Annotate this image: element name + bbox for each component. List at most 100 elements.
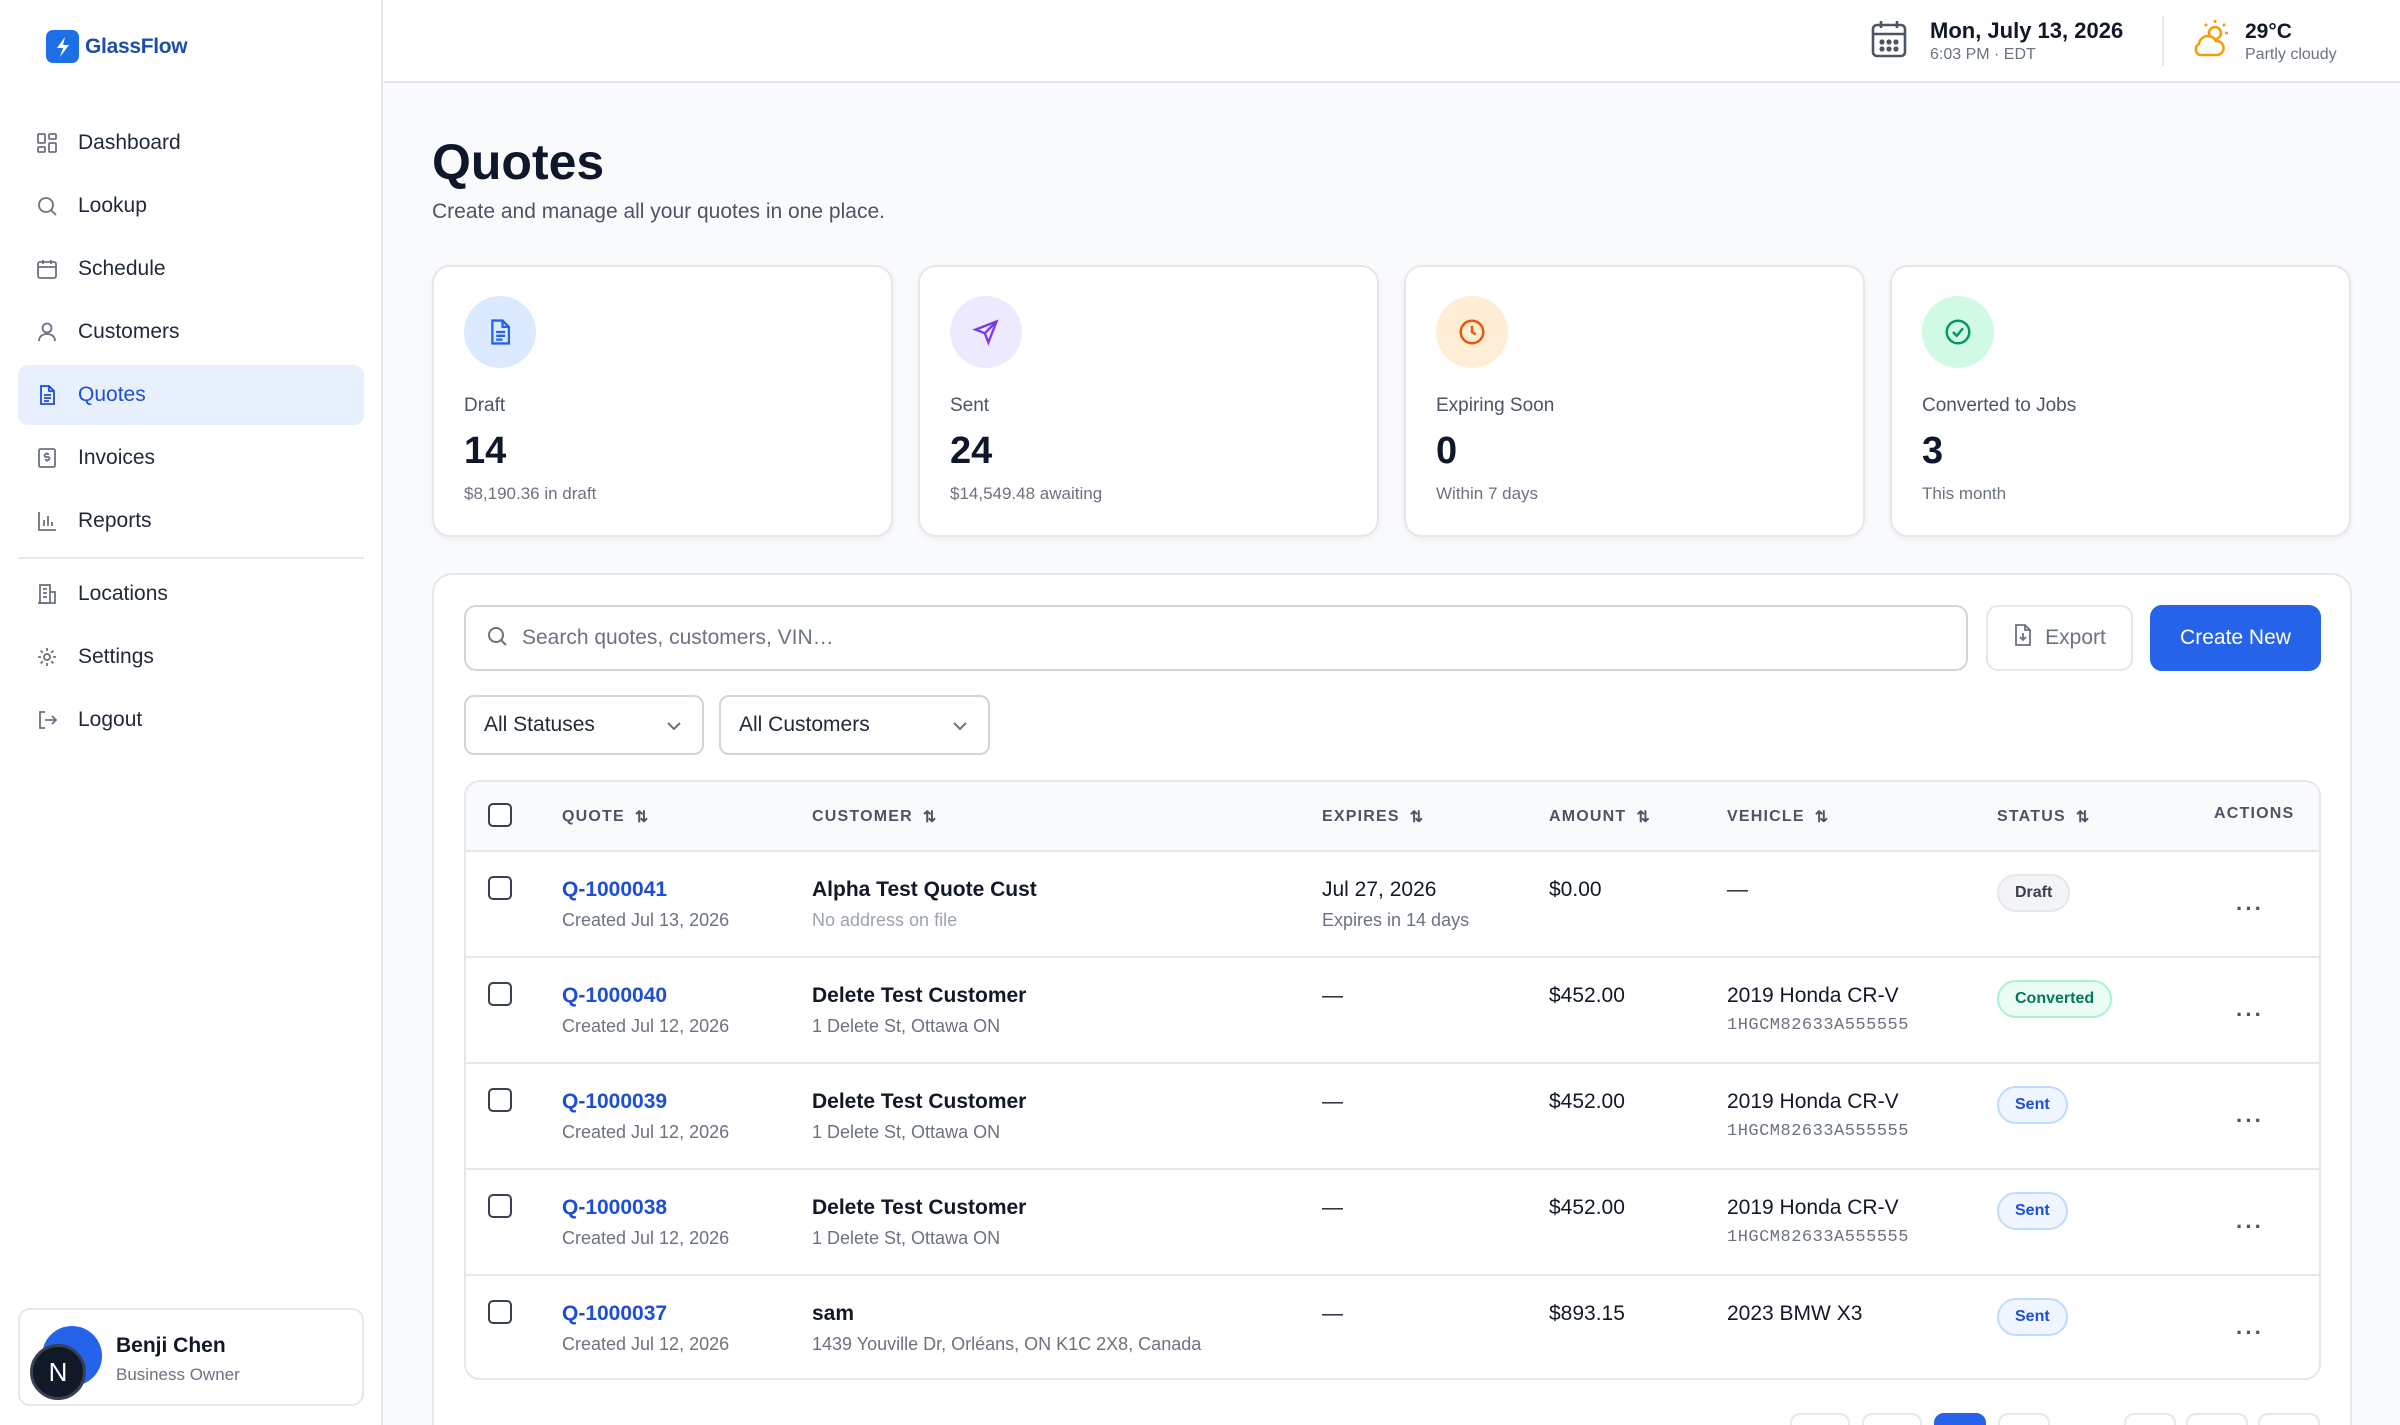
vehicle: —: [1727, 878, 1748, 901]
pagination-next-button[interactable]: [2258, 1413, 2320, 1425]
row-checkbox[interactable]: [488, 1300, 512, 1324]
stat-card-converted[interactable]: Converted to Jobs 3 This month: [1890, 265, 2351, 537]
select-all-checkbox[interactable]: [488, 803, 512, 827]
stat-label: Converted to Jobs: [1922, 395, 2077, 416]
check-circle-icon: [1922, 296, 1994, 368]
quote-id-link[interactable]: Q-1000037: [562, 1302, 668, 1325]
stat-card-draft[interactable]: Draft 14 $8,190.36 in draft: [432, 265, 893, 537]
pagination-page-button[interactable]: [2186, 1413, 2248, 1425]
quote-id-link[interactable]: Q-1000041: [562, 878, 668, 901]
pagination-page-button[interactable]: [1998, 1413, 2050, 1425]
sort-icon: ⇅: [1409, 809, 1425, 826]
row-actions-menu[interactable]: ···: [2236, 1320, 2264, 1345]
pagination-page-button[interactable]: [1862, 1413, 1922, 1425]
sidebar-item-logout[interactable]: Logout: [18, 690, 364, 750]
quote-created: Created Jul 12, 2026: [562, 1122, 730, 1142]
column-header-customer[interactable]: CUSTOMER ⇅: [812, 807, 937, 827]
status-filter-select[interactable]: All Statuses: [464, 695, 704, 755]
table-row[interactable]: Q-1000039 Created Jul 12, 2026 Delete Tes…: [466, 1064, 2319, 1170]
sidebar-item-dashboard[interactable]: Dashboard: [18, 113, 364, 173]
customer-filter-select[interactable]: All Customers: [719, 695, 990, 755]
column-header-actions: ACTIONS: [2214, 805, 2294, 823]
vehicle-vin: 1HGCM82633A555555: [1727, 1228, 1909, 1247]
column-header-expires[interactable]: EXPIRES ⇅: [1322, 807, 1424, 827]
quote-created: Created Jul 13, 2026: [562, 910, 730, 930]
column-label: ACTIONS: [2214, 805, 2295, 822]
column-label: CUSTOMER: [812, 808, 913, 825]
column-header-vehicle[interactable]: VEHICLE ⇅: [1727, 807, 1829, 827]
export-label: Export: [2045, 626, 2106, 649]
quote-id-link[interactable]: Q-1000039: [562, 1090, 668, 1113]
row-checkbox[interactable]: [488, 982, 512, 1006]
date-widget: Mon, July 13, 2026 6:03 PM · EDT: [1870, 18, 2123, 64]
stat-card-expiring[interactable]: Expiring Soon 0 Within 7 days: [1404, 265, 1865, 537]
nav-divider: [18, 557, 364, 559]
stat-card-sent[interactable]: Sent 24 $14,549.48 awaiting: [918, 265, 1379, 537]
pagination-page-current[interactable]: [1934, 1413, 1986, 1425]
column-header-status[interactable]: STATUS ⇅: [1997, 807, 2090, 827]
search-bar[interactable]: [464, 605, 1968, 671]
sidebar-item-locations[interactable]: Locations: [18, 564, 364, 624]
sort-icon: ⇅: [1636, 809, 1652, 826]
sidebar-item-customers[interactable]: Customers: [18, 302, 364, 362]
stat-label: Sent: [950, 395, 990, 416]
status-badge: Sent: [1997, 1086, 2068, 1124]
app-name: GlassFlow: [85, 34, 188, 58]
table-row[interactable]: Q-1000037 Created Jul 12, 2026 sam 1439 Yo…: [466, 1276, 2319, 1378]
quote-id-link[interactable]: Q-1000040: [562, 984, 668, 1007]
status-badge: Sent: [1997, 1298, 2068, 1336]
column-header-quote[interactable]: QUOTE ⇅: [562, 807, 650, 827]
column-header-amount[interactable]: AMOUNT ⇅: [1549, 807, 1651, 827]
sidebar-item-label: Locations: [78, 582, 168, 605]
row-checkbox[interactable]: [488, 1088, 512, 1112]
quote-id-link[interactable]: Q-1000038: [562, 1196, 668, 1219]
row-checkbox[interactable]: [488, 1194, 512, 1218]
sidebar-item-lookup[interactable]: Lookup: [18, 176, 364, 236]
pagination-prev-button[interactable]: [1790, 1413, 1850, 1425]
sidebar-item-label: Quotes: [78, 383, 146, 406]
sidebar-item-schedule[interactable]: Schedule: [18, 239, 364, 299]
expires-date: —: [1322, 1302, 1343, 1325]
stat-label: Draft: [464, 395, 506, 416]
sort-icon: ⇅: [634, 809, 650, 826]
row-actions-menu[interactable]: ···: [2236, 896, 2264, 921]
sort-icon: ⇅: [2075, 809, 2091, 826]
sidebar-item-reports[interactable]: Reports: [18, 491, 364, 551]
row-actions-menu[interactable]: ···: [2236, 1108, 2264, 1133]
expires-date: Jul 27, 2026: [1322, 878, 1437, 901]
user-profile-card[interactable]: N Benji Chen Business Owner: [18, 1308, 364, 1406]
weather-condition: Partly cloudy: [2245, 45, 2337, 63]
table-row[interactable]: Q-1000041 Created Jul 13, 2026 Alpha Test…: [466, 852, 2319, 958]
customer-name: sam: [812, 1302, 855, 1325]
export-button[interactable]: Export: [1986, 605, 2133, 671]
amount: $452.00: [1549, 1196, 1625, 1219]
status-filter-value: All Statuses: [484, 713, 595, 736]
calendar-icon: [35, 257, 59, 281]
search-input[interactable]: [522, 626, 1922, 650]
status-badge: Converted: [1997, 980, 2113, 1018]
stat-value: 14: [464, 430, 507, 472]
building-icon: [35, 582, 59, 606]
search-icon: [486, 625, 508, 652]
app-logo[interactable]: GlassFlow: [46, 30, 188, 63]
expires-date: —: [1322, 984, 1343, 1007]
sidebar-item-label: Invoices: [78, 446, 156, 469]
stat-value: 24: [950, 430, 993, 472]
sidebar-item-invoices[interactable]: Invoices: [18, 428, 364, 488]
create-new-button[interactable]: Create New: [2150, 605, 2321, 671]
calendar-icon: [1870, 19, 1908, 64]
table-row[interactable]: Q-1000040 Created Jul 12, 2026 Delete Tes…: [466, 958, 2319, 1064]
document-icon: [35, 383, 59, 407]
column-label: QUOTE: [562, 808, 625, 825]
row-actions-menu[interactable]: ···: [2236, 1214, 2264, 1239]
table-row[interactable]: Q-1000038 Created Jul 12, 2026 Delete Tes…: [466, 1170, 2319, 1276]
document-icon: [464, 296, 536, 368]
sidebar-item-quotes[interactable]: Quotes: [18, 365, 364, 425]
pagination-page-button[interactable]: [2124, 1413, 2176, 1425]
sidebar-item-settings[interactable]: Settings: [18, 627, 364, 687]
status-badge: Draft: [1997, 874, 2071, 912]
row-actions-menu[interactable]: ···: [2236, 1002, 2264, 1027]
quotes-table: QUOTE ⇅ CUSTOMER ⇅ EXPIRES ⇅ AMOUNT ⇅ VEHICL…: [464, 780, 2321, 1380]
sidebar-item-label: Customers: [78, 320, 180, 343]
row-checkbox[interactable]: [488, 876, 512, 900]
